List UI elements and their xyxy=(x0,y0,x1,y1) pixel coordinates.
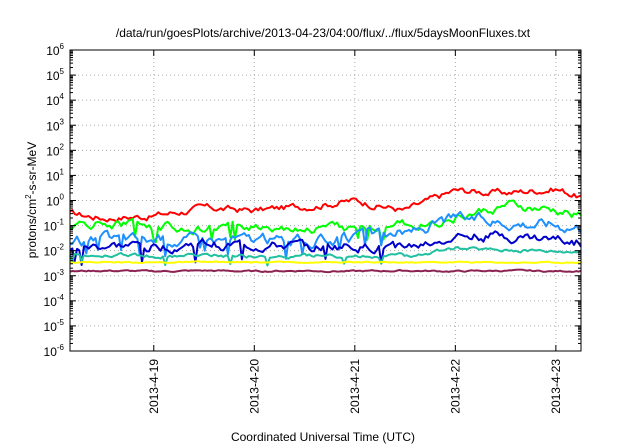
series-line xyxy=(69,246,582,267)
y-tick-base: 10 xyxy=(46,169,60,183)
x-tick-label: 2013-4-21 xyxy=(348,359,362,414)
y-tick-exp: 2 xyxy=(60,142,65,151)
y-tick-label: 10-3 xyxy=(44,268,65,284)
y-tick-label: 103 xyxy=(46,117,64,133)
y-tick-exp: -3 xyxy=(57,268,65,277)
y-tick-label: 102 xyxy=(46,142,64,158)
y-tick-exp: 3 xyxy=(60,117,65,126)
y-axis-label-sup: 2 xyxy=(24,194,33,199)
y-tick-label: 10-1 xyxy=(44,218,65,234)
x-axis-label: Coordinated Universal Time (UTC) xyxy=(231,430,415,444)
y-tick-label: 106 xyxy=(46,42,64,58)
y-tick-label: 101 xyxy=(46,167,64,183)
y-tick-label: 100 xyxy=(46,193,64,209)
series-line xyxy=(69,268,582,274)
y-axis-label-base: protons/cm xyxy=(25,199,39,258)
series-line xyxy=(69,187,582,223)
y-tick-exp: 0 xyxy=(60,193,65,202)
y-tick-exp: 4 xyxy=(60,92,65,101)
chart-title: /data/run/goesPlots/archive/2013-04-23/0… xyxy=(116,26,531,40)
y-tick-exp: 5 xyxy=(60,67,65,76)
x-tick-label: 2013-4-19 xyxy=(147,359,161,414)
y-tick-exp: -2 xyxy=(57,243,65,252)
x-tick-label: 2013-4-20 xyxy=(247,359,261,414)
y-tick-label: 10-4 xyxy=(44,293,65,309)
y-tick-exp: -5 xyxy=(57,318,65,327)
y-tick-label: 105 xyxy=(46,67,64,83)
y-tick-base: 10 xyxy=(44,345,58,359)
y-tick-label: 10-5 xyxy=(44,318,65,334)
y-tick-base: 10 xyxy=(46,119,60,133)
y-tick-exp: -4 xyxy=(57,293,65,302)
y-tick-base: 10 xyxy=(46,195,60,209)
y-tick-base: 10 xyxy=(44,245,58,259)
y-tick-base: 10 xyxy=(44,220,58,234)
y-tick-exp: -6 xyxy=(57,343,65,352)
grid-lines xyxy=(70,50,581,351)
y-tick-label: 104 xyxy=(46,92,64,108)
series-line xyxy=(69,230,582,266)
series-line xyxy=(70,260,582,265)
y-axis-label: protons/cm2-s-sr-MeV xyxy=(24,142,39,258)
y-tick-base: 10 xyxy=(44,270,58,284)
y-axis-label-rest: -s-sr-MeV xyxy=(25,142,39,195)
series-group xyxy=(69,187,582,274)
y-tick-base: 10 xyxy=(46,94,60,108)
x-tick-label: 2013-4-22 xyxy=(448,359,462,414)
y-axis-ticks: 10610510410310210110010-110-210-310-410-… xyxy=(44,42,581,359)
series-line xyxy=(69,210,582,260)
y-tick-exp: -1 xyxy=(57,218,65,227)
y-tick-base: 10 xyxy=(46,144,60,158)
y-tick-label: 10-6 xyxy=(44,343,65,359)
y-tick-exp: 1 xyxy=(60,167,65,176)
y-tick-base: 10 xyxy=(44,320,58,334)
y-tick-base: 10 xyxy=(46,69,60,83)
x-axis-ticks: 2013-4-19 2013-4-20 2013-4-21 2013-4-22 2013… xyxy=(147,50,563,414)
x-tick-label: 2013-4-23 xyxy=(549,359,563,414)
y-tick-exp: 6 xyxy=(60,42,65,51)
y-tick-base: 10 xyxy=(46,44,60,58)
y-tick-base: 10 xyxy=(44,295,58,309)
y-tick-label: 10-2 xyxy=(44,243,65,259)
